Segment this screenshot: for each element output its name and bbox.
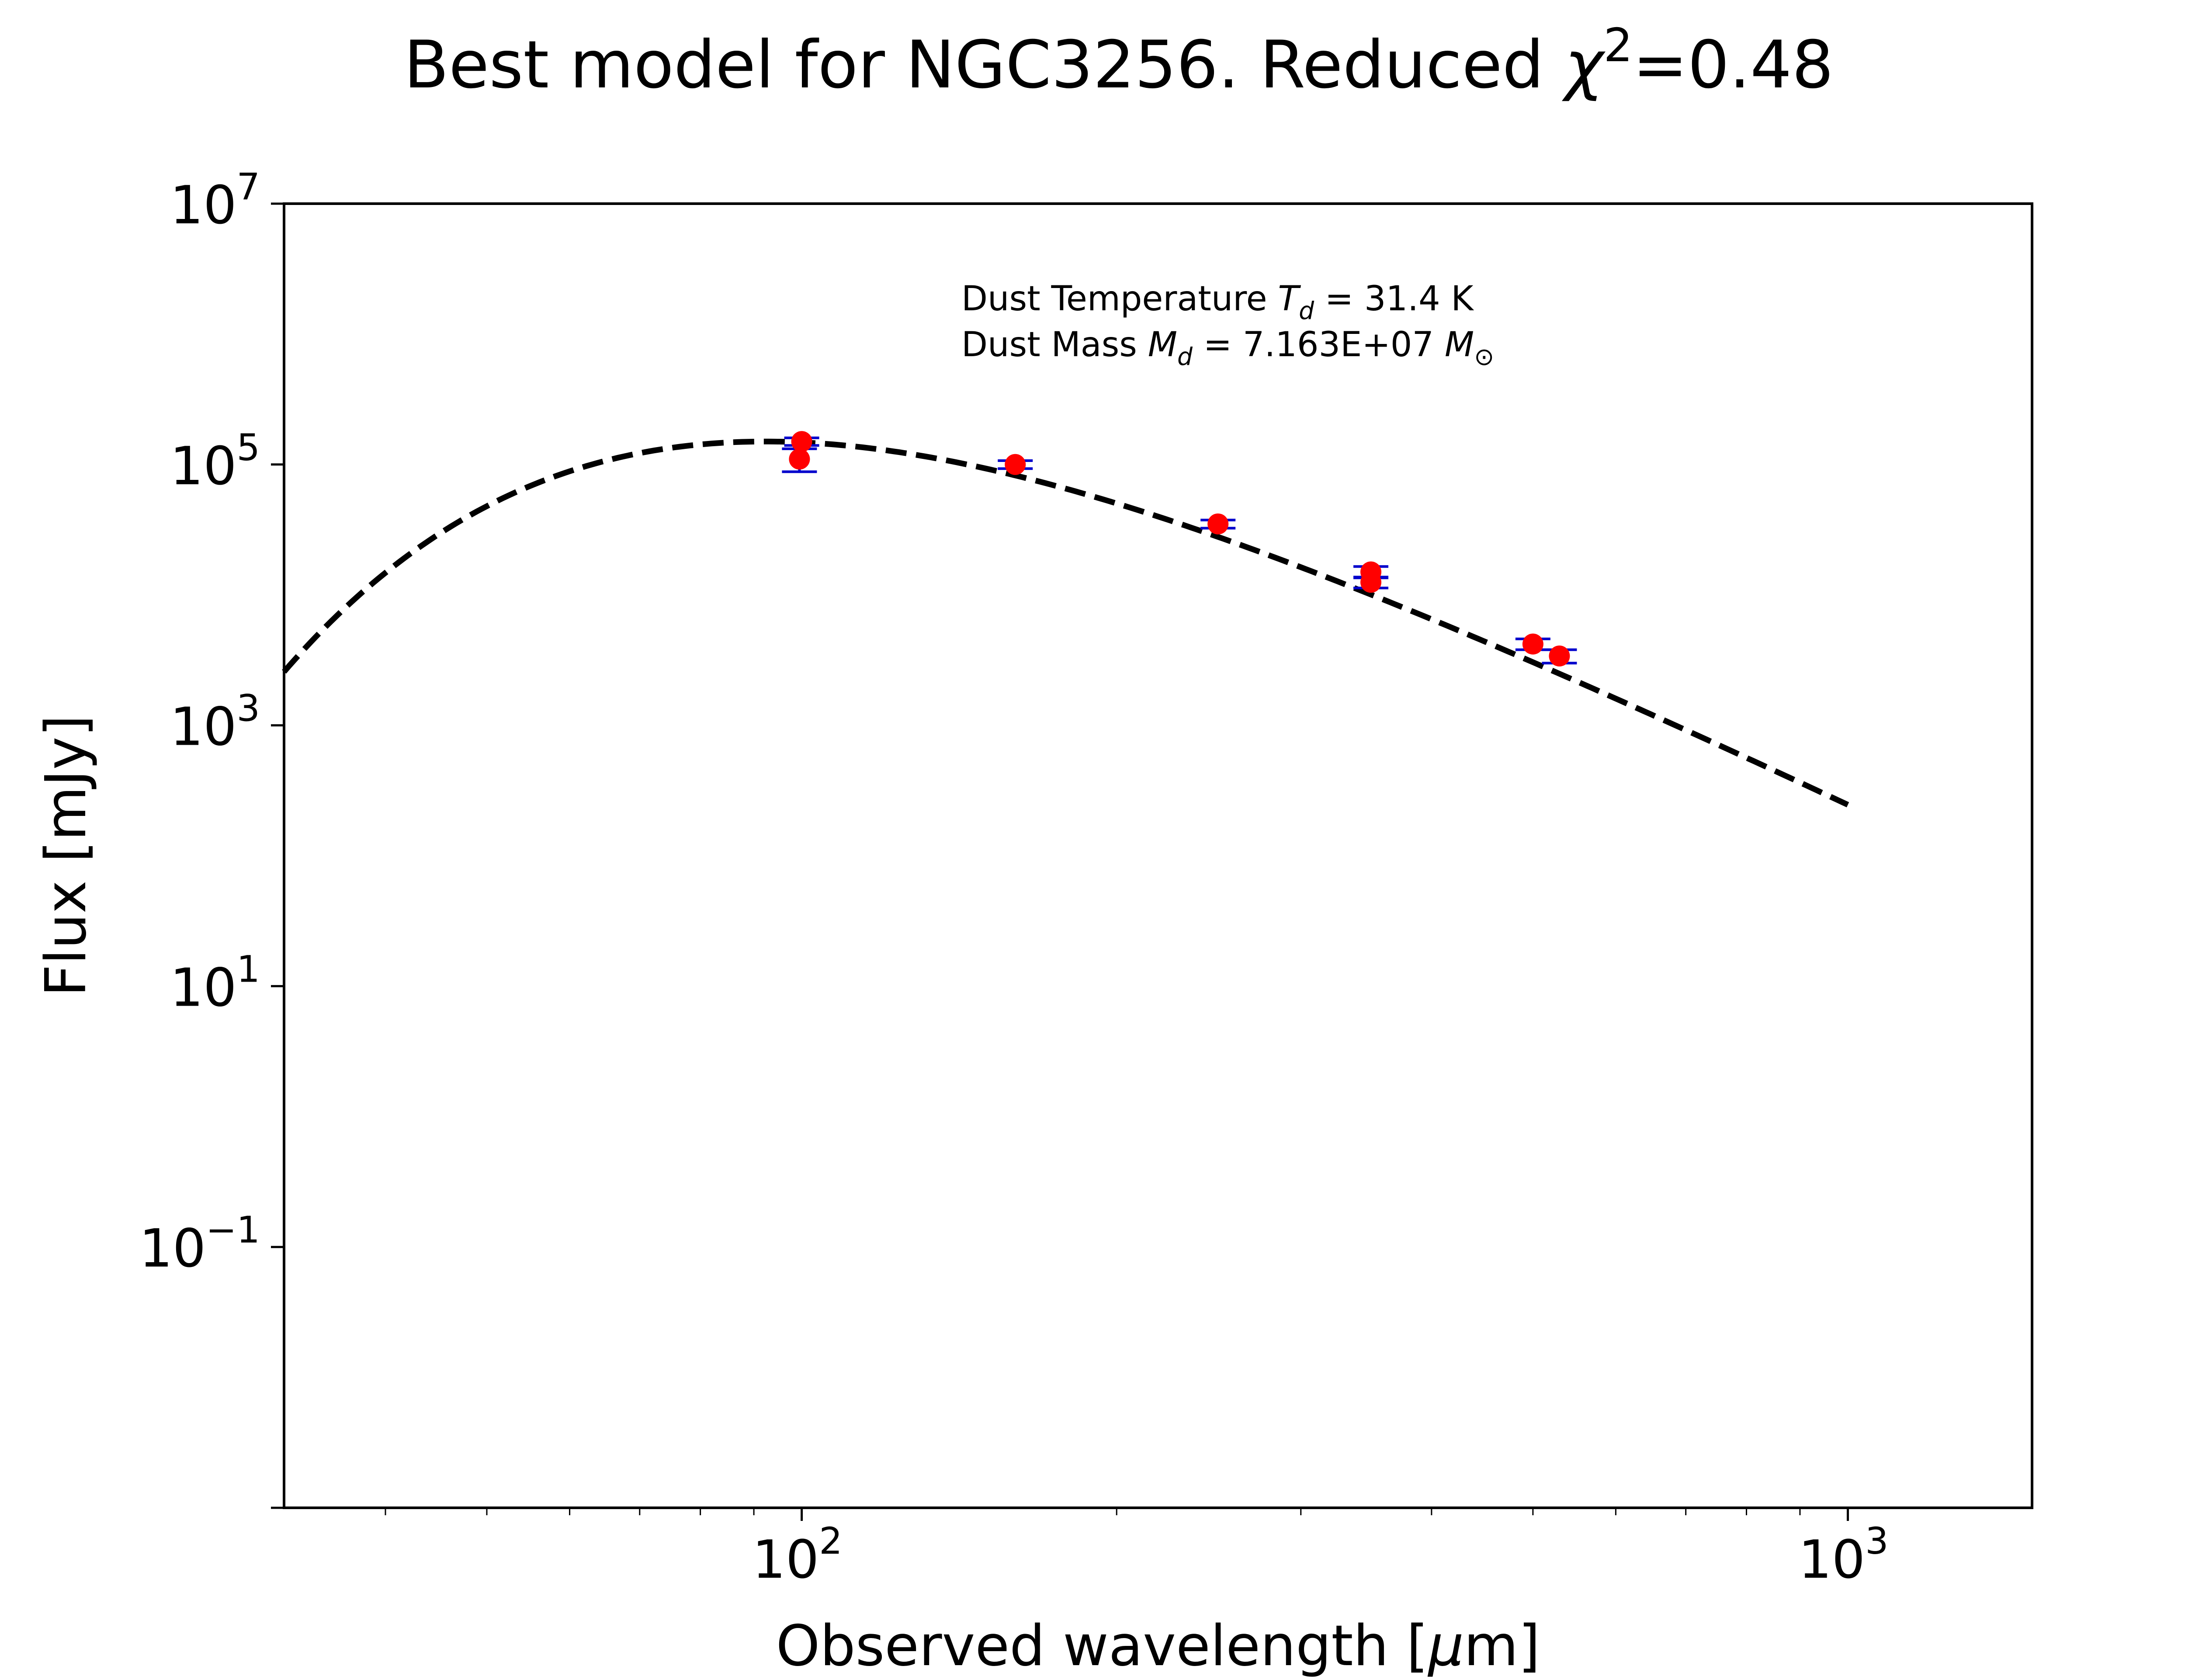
data-point bbox=[789, 448, 810, 470]
model-layer bbox=[282, 438, 1849, 808]
fit-annotation-temperature: Dust Temperature Td = 31.4 K bbox=[961, 279, 1474, 325]
point-layer bbox=[789, 431, 1570, 667]
tick-layer: 102 103 10−1 101 103 105 107 bbox=[139, 165, 1888, 1590]
y-tick-label: 107 bbox=[170, 165, 260, 236]
model-curve bbox=[282, 438, 1849, 808]
plot-area bbox=[284, 204, 2032, 1508]
plot-frame bbox=[283, 202, 2033, 1509]
chart-title: Best model for NGC3256. Reduced χ2=0.48 bbox=[404, 19, 1834, 103]
data-point bbox=[1207, 513, 1229, 535]
y-tick-label: 103 bbox=[170, 687, 260, 758]
y-tick-label: 10−1 bbox=[139, 1208, 260, 1279]
data-point bbox=[791, 431, 812, 452]
data-point bbox=[1522, 633, 1543, 655]
data-point bbox=[1360, 572, 1382, 593]
y-tick-label: 101 bbox=[170, 948, 260, 1018]
data-point bbox=[1549, 646, 1570, 667]
data-point bbox=[1005, 454, 1026, 475]
y-axis-label: Flux [mJy] bbox=[34, 715, 99, 997]
y-tick-label: 105 bbox=[170, 426, 260, 497]
x-tick-label: 103 bbox=[1798, 1520, 1888, 1590]
x-axis-label: Observed wavelength [μm] bbox=[776, 1614, 1540, 1678]
fit-annotation-mass: Dust Mass Md = 7.163E+07 M⊙ bbox=[961, 325, 1494, 371]
x-tick-label: 102 bbox=[753, 1520, 843, 1590]
